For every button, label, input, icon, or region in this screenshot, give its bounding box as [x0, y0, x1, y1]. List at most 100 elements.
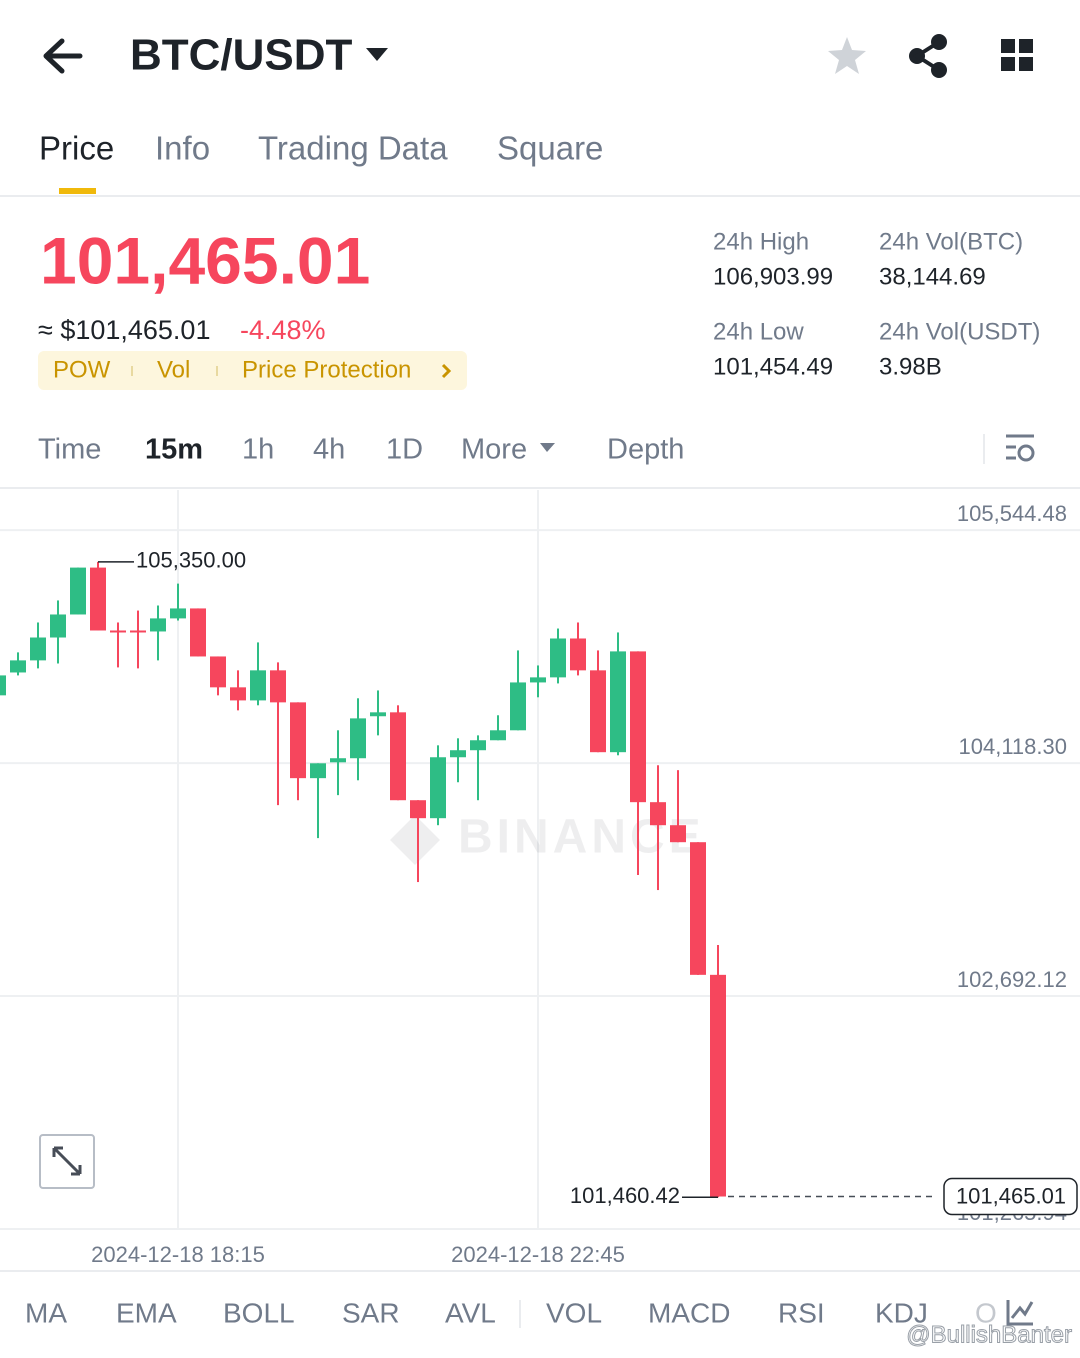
stat-label: 24h Vol(USDT): [879, 318, 1040, 345]
tab[interactable]: Price: [39, 130, 114, 167]
tag-separator: [131, 366, 133, 376]
indicator[interactable]: O: [975, 1297, 997, 1328]
stat-value: 106,903.99: [713, 263, 833, 290]
timeframe[interactable]: More: [461, 434, 527, 466]
candle-body: [30, 637, 46, 661]
candle-body: [670, 825, 686, 843]
x-tick-label: 2024-12-18 18:15: [91, 1242, 265, 1267]
candle-body: [430, 757, 446, 819]
candle-body: [650, 802, 666, 826]
chart-settings-icon[interactable]: [1006, 434, 1035, 462]
tag-arrow: [441, 363, 452, 379]
indicator[interactable]: BOLL: [223, 1297, 295, 1328]
last-price-label: 101,465.01: [956, 1183, 1066, 1208]
candle-body: [90, 567, 106, 631]
candle-body: [370, 712, 386, 717]
candle-body: [130, 630, 146, 633]
candle-body: [710, 974, 726, 1197]
y-tick-label: 102,692.12: [957, 967, 1067, 992]
last-price-box: [943, 1177, 1078, 1216]
stat-label: 24h Vol(BTC): [879, 228, 1023, 255]
candle-body: [70, 567, 86, 615]
indicator[interactable]: RSI: [778, 1297, 825, 1328]
tag[interactable]: POW: [53, 356, 111, 383]
candle-body: [510, 682, 526, 731]
timeframe[interactable]: 4h: [313, 434, 345, 466]
candle-body: [230, 687, 246, 701]
candle-body: [550, 638, 566, 678]
tags-bg: [38, 351, 467, 390]
candle-body: [610, 651, 626, 753]
grid-icon[interactable]: [1001, 39, 1033, 71]
watermark-text: BINANCE: [458, 811, 705, 864]
candle-body: [530, 677, 546, 683]
tag[interactable]: Price Protection: [242, 356, 411, 383]
tab-indicator: [59, 188, 96, 194]
indicator[interactable]: AVL: [445, 1297, 496, 1328]
indicator[interactable]: SAR: [342, 1297, 400, 1328]
stat-value: 3.98B: [879, 353, 942, 380]
candle-body: [390, 712, 406, 801]
candle-body: [110, 630, 126, 633]
stat-value: 101,454.49: [713, 353, 833, 380]
candle-body: [250, 670, 266, 701]
tab[interactable]: Info: [155, 130, 210, 167]
candle-body: [10, 660, 26, 673]
tab[interactable]: Square: [497, 130, 603, 167]
indicator[interactable]: EMA: [116, 1297, 177, 1328]
y-tick-label: 104,118.30: [959, 734, 1067, 759]
stat-label: 24h High: [713, 228, 809, 255]
price-change: -4.48%: [240, 315, 326, 345]
approx-price: ≈ $101,465.01: [38, 315, 210, 345]
last-price: 101,465.01: [40, 223, 370, 297]
candle-body: [190, 608, 206, 657]
pair-dropdown[interactable]: [366, 48, 388, 61]
indicator[interactable]: MA: [25, 1297, 67, 1328]
y-tick-label: 105,544.48: [957, 501, 1067, 526]
indicator-settings-icon[interactable]: [1006, 1300, 1034, 1326]
stat-value: 38,144.69: [879, 263, 986, 290]
candle-body: [690, 842, 706, 975]
timeframe[interactable]: Depth: [607, 434, 684, 466]
indicator[interactable]: MACD: [648, 1297, 730, 1328]
credit: @BullishBanter: [906, 1321, 1072, 1348]
x-tick-label: 2024-12-18 22:45: [451, 1242, 625, 1267]
candle-body: [310, 763, 326, 779]
timeframe[interactable]: 15m: [145, 434, 203, 466]
timeframe[interactable]: Time: [38, 434, 101, 466]
candle-body: [350, 718, 366, 759]
tab[interactable]: Trading Data: [258, 130, 448, 167]
tag[interactable]: Vol: [157, 356, 190, 383]
candle-body: [590, 670, 606, 753]
stat-label: 24h Low: [713, 318, 804, 345]
candle-body: [410, 800, 426, 819]
timeframe[interactable]: 1D: [386, 434, 423, 466]
timeframe[interactable]: 1h: [242, 434, 274, 466]
low-label: 101,460.42: [570, 1183, 680, 1208]
candle-body: [210, 656, 226, 688]
expand-icon: [52, 1146, 82, 1176]
more-dropdown[interactable]: [540, 443, 555, 452]
candle-body: [0, 675, 6, 696]
candle-body: [290, 702, 306, 779]
candle-body: [570, 638, 586, 671]
candle-body: [170, 608, 186, 619]
back-button[interactable]: [43, 38, 83, 74]
indicator[interactable]: VOL: [546, 1297, 602, 1328]
share-icon[interactable]: [909, 34, 947, 78]
candle-body: [150, 618, 166, 632]
candle-body: [490, 730, 506, 741]
candle-body: [470, 740, 486, 751]
tag-separator: [216, 366, 218, 376]
candle-body: [330, 758, 346, 763]
candle-body: [270, 670, 286, 703]
indicator[interactable]: KDJ: [875, 1297, 928, 1328]
candle-body: [50, 614, 66, 638]
pair-title[interactable]: BTC/USDT: [130, 31, 353, 80]
high-label: 105,350.00: [136, 548, 246, 573]
candle-body: [450, 750, 466, 758]
candle-body: [630, 651, 646, 803]
favorite-icon[interactable]: [828, 37, 866, 74]
